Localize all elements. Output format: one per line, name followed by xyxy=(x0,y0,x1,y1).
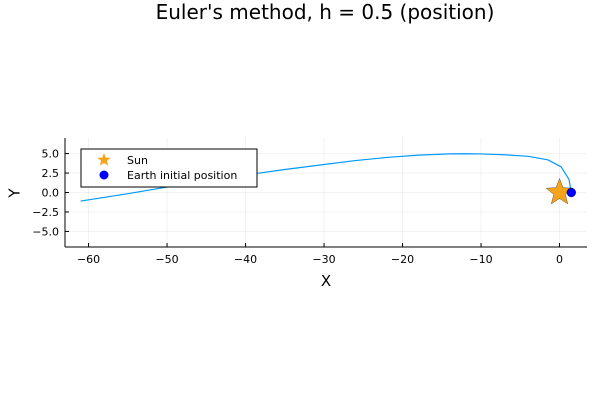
x-tick-label: −50 xyxy=(155,253,178,266)
x-tick-label: −60 xyxy=(77,253,100,266)
sun-star-marker xyxy=(545,178,574,205)
x-tick-label: −40 xyxy=(234,253,257,266)
x-tick-label: 0 xyxy=(556,253,563,266)
y-tick-label: 2.5 xyxy=(42,167,60,180)
legend-earth-symbol xyxy=(99,170,109,180)
axis-ticks: −60 −50 −40 −30 −20 −10 0 −5.0 −2.5 0.0 2.5 5.0 xyxy=(32,148,563,266)
y-tick-label: 5.0 xyxy=(42,148,60,161)
legend-star-marker xyxy=(97,153,111,166)
y-axis-title: Y xyxy=(6,188,24,199)
x-tick-label: −30 xyxy=(312,253,335,266)
y-tick-label: 0.0 xyxy=(42,187,60,200)
legend-sun-symbol xyxy=(97,153,111,166)
chart-title: Euler's method, h = 0.5 (position) xyxy=(156,0,495,24)
x-tick-label: −10 xyxy=(469,253,492,266)
legend: Sun Earth initial position xyxy=(80,148,258,188)
legend-label-earth: Earth initial position xyxy=(127,169,237,182)
legend-circle-marker xyxy=(99,170,109,180)
y-tick-label: −2.5 xyxy=(32,206,59,219)
x-axis-title: X xyxy=(321,272,331,290)
earth-initial-marker xyxy=(566,187,576,198)
legend-box xyxy=(80,148,258,188)
x-tick-label: −20 xyxy=(391,253,414,266)
y-tick-label: −5.0 xyxy=(32,225,59,238)
legend-label-sun: Sun xyxy=(127,154,148,167)
